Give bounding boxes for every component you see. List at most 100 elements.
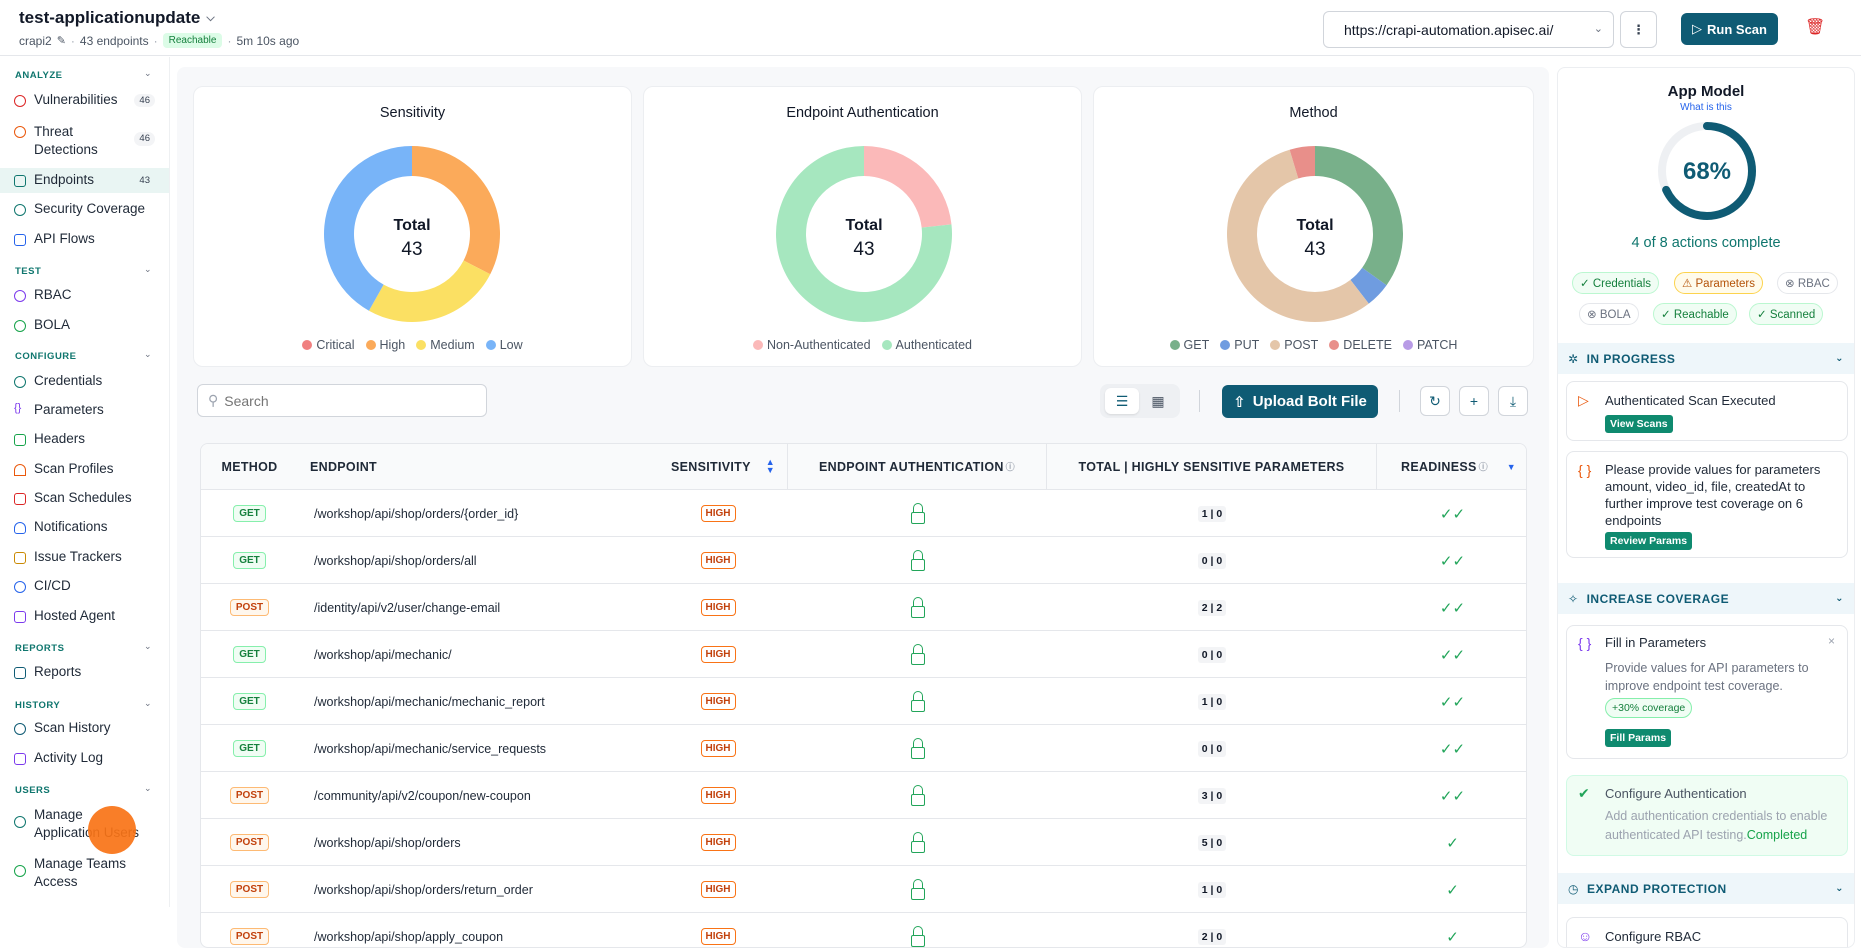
column-header-sensitivity[interactable]: SENSITIVITY ▲ ▼: [648, 444, 788, 490]
sidebar-item-activity-log[interactable]: Activity Log: [0, 750, 169, 765]
table-row[interactable]: GET/workshop/api/mechanic/HIGH 0 | 0 ✓✓: [201, 631, 1526, 678]
legend-item-patch[interactable]: PATCH: [1402, 338, 1457, 352]
slice-delete[interactable]: [1289, 146, 1315, 179]
chevron-down-icon[interactable]: ⌄: [144, 68, 152, 78]
sidebar-item-issue-trackers[interactable]: Issue Trackers: [0, 549, 169, 564]
app-selector[interactable]: test-applicationupdate ⌵: [19, 8, 215, 28]
slice-post[interactable]: [1227, 149, 1369, 322]
chip-scanned[interactable]: ✓ Scanned: [1749, 303, 1824, 325]
info-icon[interactable]: ⓘ: [1005, 462, 1015, 472]
chip-reachable[interactable]: ✓ Reachable: [1653, 303, 1737, 325]
legend-item-delete[interactable]: DELETE: [1329, 338, 1392, 352]
what-is-this-link[interactable]: What is this: [1680, 102, 1732, 113]
url-select[interactable]: https://crapi-automation.apisec.ai/ ⌄: [1323, 11, 1614, 48]
endpoint-path[interactable]: /community/api/v2/coupon/new-coupon: [314, 789, 531, 803]
sidebar-item-parameters[interactable]: {} Parameters: [0, 402, 169, 417]
endpoint-path[interactable]: /workshop/api/mechanic/: [314, 648, 452, 662]
table-row[interactable]: GET/workshop/api/mechanic/service_reques…: [201, 725, 1526, 772]
delete-icon[interactable]: 🗑: [1805, 19, 1826, 36]
increase-coverage-section-header[interactable]: ✧ INCREASE COVERAGE ⌄: [1558, 583, 1854, 614]
slice-get[interactable]: [1315, 146, 1403, 286]
pencil-icon[interactable]: ✎: [56, 35, 66, 47]
chip-rbac[interactable]: ⊗ RBAC: [1777, 272, 1838, 294]
legend-item-high[interactable]: High: [365, 338, 405, 352]
legend-item-medium[interactable]: Medium: [416, 338, 475, 352]
slice-high[interactable]: [412, 146, 500, 275]
close-icon[interactable]: ×: [1827, 634, 1835, 648]
chip-parameters[interactable]: ⚠ Parameters: [1674, 272, 1763, 294]
chevron-down-icon[interactable]: ⌄: [144, 698, 152, 708]
sidebar-item-vulnerabilities[interactable]: Vulnerabilities 46: [0, 92, 169, 107]
sidebar-item-credentials[interactable]: Credentials: [0, 373, 169, 388]
search-input[interactable]: [224, 392, 465, 409]
table-row[interactable]: POST/workshop/api/shop/orders/return_ord…: [201, 866, 1526, 913]
sidebar-item-hosted-agent[interactable]: Hosted Agent: [0, 608, 169, 623]
endpoint-path[interactable]: /workshop/api/mechanic/mechanic_report: [314, 695, 545, 709]
endpoint-path[interactable]: /workshop/api/shop/orders/{order_id}: [314, 507, 519, 521]
slice-non-authenticated[interactable]: [864, 146, 952, 228]
download-button[interactable]: ⤓: [1498, 386, 1528, 416]
legend-item-critical[interactable]: Critical: [302, 338, 355, 352]
sidebar-item-rbac[interactable]: RBAC: [0, 287, 169, 302]
sidebar-item-cicd[interactable]: CI/CD: [0, 578, 169, 593]
slice-put[interactable]: [1350, 267, 1387, 304]
sidebar-item-reports[interactable]: Reports: [0, 664, 169, 679]
sidebar-item-manage-teams-access[interactable]: Manage Teams Access: [0, 855, 169, 890]
sidebar-item-endpoints[interactable]: Endpoints 43: [0, 168, 169, 193]
sidebar-item-scan-profiles[interactable]: Scan Profiles: [0, 461, 169, 476]
grid-view-icon[interactable]: ▦: [1151, 392, 1165, 409]
sidebar-item-threat-detections[interactable]: Threat Detections 46: [0, 123, 169, 159]
more-options-button[interactable]: ⋮: [1620, 11, 1657, 48]
endpoint-path[interactable]: /workshop/api/shop/apply_coupon: [314, 930, 504, 944]
column-header-readiness[interactable]: READINESS ⓘ ▼: [1377, 444, 1526, 490]
search-box[interactable]: ⚲: [197, 384, 487, 417]
legend-item-non-authenticated[interactable]: Non-Authenticated: [753, 338, 871, 352]
list-view-icon[interactable]: ☰: [1105, 388, 1139, 414]
view-scans-button[interactable]: View Scans: [1605, 415, 1673, 433]
endpoint-path[interactable]: /workshop/api/shop/orders/all: [314, 554, 477, 568]
table-row[interactable]: POST/identity/api/v2/user/change-email HI…: [201, 584, 1526, 631]
sort-icon[interactable]: ▲ ▼: [765, 457, 775, 475]
run-scan-button[interactable]: ▷ Run Scan: [1681, 13, 1778, 45]
chevron-down-icon[interactable]: ⌄: [144, 264, 152, 274]
sidebar-item-headers[interactable]: Headers: [0, 431, 169, 446]
sidebar-item-notifications[interactable]: Notifications: [0, 519, 169, 534]
table-row[interactable]: POST/community/api/v2/coupon/new-coupon H…: [201, 772, 1526, 819]
slice-medium[interactable]: [368, 260, 491, 322]
endpoint-path[interactable]: /workshop/api/shop/orders: [314, 836, 461, 850]
table-row[interactable]: POST/workshop/api/shop/apply_coupon HIGH 2…: [201, 913, 1526, 947]
legend-item-post[interactable]: POST: [1270, 338, 1318, 352]
in-progress-section-header[interactable]: ✲ IN PROGRESS ⌄: [1558, 343, 1854, 374]
chevron-down-icon[interactable]: ⌄: [144, 349, 152, 359]
table-row[interactable]: GET/workshop/api/shop/orders/{order_id} H…: [201, 490, 1526, 537]
legend-item-authenticated[interactable]: Authenticated: [881, 338, 972, 352]
table-row[interactable]: GET/workshop/api/shop/orders/all HIGH 0 | …: [201, 537, 1526, 584]
table-row[interactable]: POST/workshop/api/shop/orders HIGH 5 | 0 ✓: [201, 819, 1526, 866]
sidebar-item-api-flows[interactable]: API Flows: [0, 231, 169, 246]
sidebar-item-bola[interactable]: BOLA: [0, 317, 169, 332]
info-icon[interactable]: ⓘ: [1478, 462, 1488, 472]
sort-desc-icon[interactable]: ▼: [1506, 461, 1516, 472]
chevron-down-icon[interactable]: ⌄: [144, 641, 152, 651]
legend-item-put[interactable]: PUT: [1220, 338, 1259, 352]
sidebar-item-scan-history[interactable]: Scan History: [0, 720, 169, 735]
chevron-down-icon[interactable]: ⌄: [144, 783, 152, 793]
legend-item-low[interactable]: Low: [485, 338, 523, 352]
fill-params-button[interactable]: Fill Params: [1605, 729, 1672, 747]
legend-item-get[interactable]: GET: [1169, 338, 1209, 352]
endpoint-path[interactable]: /workshop/api/mechanic/service_requests: [314, 742, 547, 756]
endpoint-path[interactable]: /identity/api/v2/user/change-email: [314, 601, 501, 615]
sidebar-item-scan-schedules[interactable]: Scan Schedules: [0, 490, 169, 505]
slice-authenticated[interactable]: [776, 146, 952, 322]
sidebar-item-security-coverage[interactable]: Security Coverage: [0, 201, 169, 216]
chip-bola[interactable]: ⊗ BOLA: [1579, 303, 1639, 325]
endpoint-path[interactable]: /workshop/api/shop/orders/return_order: [314, 883, 533, 897]
chip-credentials[interactable]: ✓ Credentials: [1572, 272, 1660, 294]
table-row[interactable]: GET/workshop/api/mechanic/mechanic_repor…: [201, 678, 1526, 725]
upload-bolt-file-button[interactable]: ⇧ Upload Bolt File: [1222, 385, 1378, 418]
slice-low[interactable]: [324, 146, 412, 311]
expand-protection-section-header[interactable]: ◷ EXPAND PROTECTION ⌄: [1558, 873, 1854, 904]
sidebar-item-manage-application-users[interactable]: Manage Application Users: [0, 806, 169, 841]
review-params-button[interactable]: Review Params: [1605, 532, 1693, 550]
add-button[interactable]: +: [1459, 386, 1489, 416]
